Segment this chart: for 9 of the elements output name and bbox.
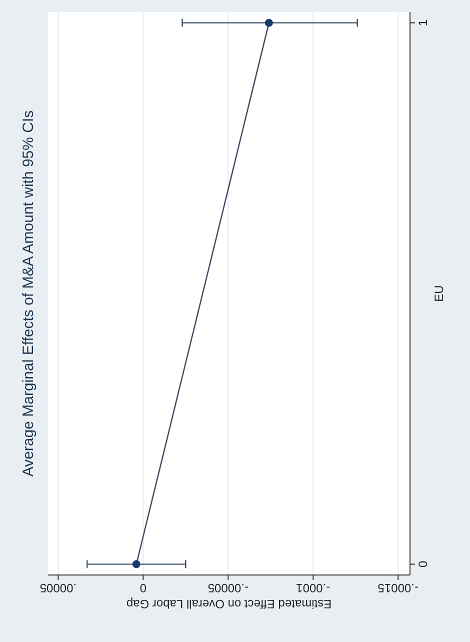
y-tick-label: 1 xyxy=(416,19,430,26)
x-tick-label: 0 xyxy=(140,581,147,595)
x-tick-label: -.00015 xyxy=(377,581,418,595)
x-axis-title: Estimated Effect on Overall Labor Gap xyxy=(126,597,332,611)
y-axis-title: EU xyxy=(432,285,446,302)
x-tick-label: -.00005 xyxy=(207,581,248,595)
text: Average Marginal Effects of M&A Amount with 95% CIs xyxy=(20,110,37,477)
x-tick-label: -.0001 xyxy=(296,581,330,595)
x-tick-label: .00005 xyxy=(40,581,77,595)
